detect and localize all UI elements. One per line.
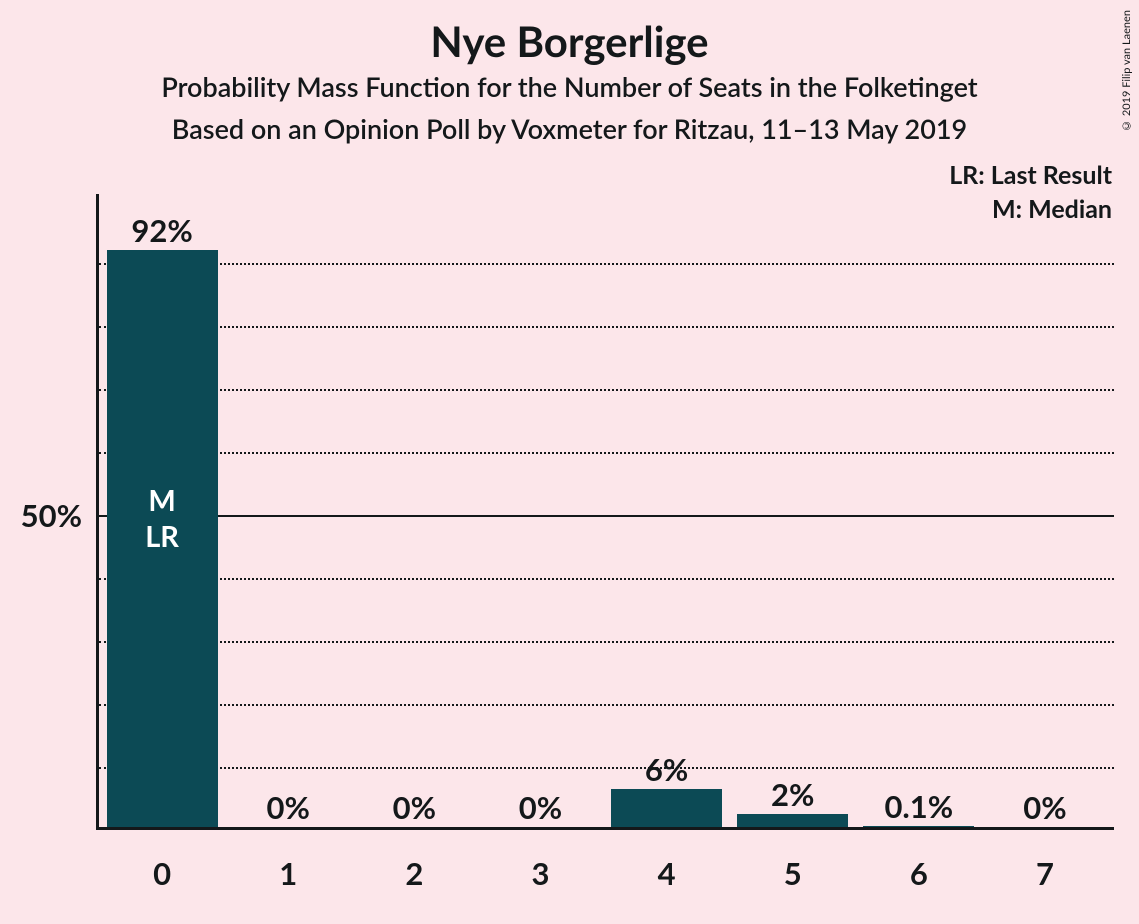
x-tick-0: 0: [153, 854, 171, 892]
copyright-text: © 2019 Filip van Laenen: [1120, 10, 1133, 132]
in-bar-lr: LR: [145, 519, 179, 555]
bar-5: [737, 814, 848, 827]
chart-title: Nye Borgerlige: [0, 16, 1139, 66]
legend-median: M: Median: [992, 194, 1112, 224]
bar-value-7: 0%: [1023, 788, 1066, 826]
gridline-40: [99, 578, 1114, 580]
y-tick-50: 50%: [21, 496, 82, 534]
in-bar-median-lr-label: M LR: [145, 483, 179, 556]
gridline-60: [99, 452, 1114, 454]
bar-value-4: 6%: [645, 750, 688, 788]
in-bar-m: M: [145, 483, 179, 519]
x-tick-1: 1: [279, 854, 297, 892]
chart-subtitle-1: Probability Mass Function for the Number…: [0, 70, 1139, 103]
bar-value-6: 0.1%: [884, 787, 953, 825]
bar-6: [863, 826, 974, 827]
pmf-bar-chart: 92%0%0%0%6%2%0.1%0% 01234567 50% LR: Las…: [96, 200, 1108, 830]
bar-value-3: 0%: [519, 788, 562, 826]
gridline-30: [99, 641, 1114, 643]
x-axis: [96, 827, 1114, 830]
x-tick-4: 4: [658, 854, 676, 892]
gridline-80: [99, 326, 1114, 328]
x-tick-2: 2: [405, 854, 423, 892]
chart-subtitle-2: Based on an Opinion Poll by Voxmeter for…: [0, 112, 1139, 145]
x-tick-5: 5: [784, 854, 802, 892]
bar-value-0: 92%: [131, 211, 192, 249]
bar-value-5: 2%: [771, 775, 814, 813]
bar-value-1: 0%: [266, 788, 309, 826]
gridline-70: [99, 389, 1114, 391]
legend-last-result: LR: Last Result: [949, 160, 1112, 190]
bar-value-2: 0%: [393, 788, 436, 826]
gridline-50: [99, 515, 1114, 517]
gridline-10: [99, 767, 1114, 769]
y-axis: [96, 194, 99, 830]
gridline-20: [99, 704, 1114, 706]
gridline-90: [99, 263, 1114, 265]
bar-4: [611, 789, 722, 827]
x-tick-6: 6: [910, 854, 928, 892]
x-tick-7: 7: [1036, 854, 1054, 892]
x-tick-3: 3: [531, 854, 549, 892]
